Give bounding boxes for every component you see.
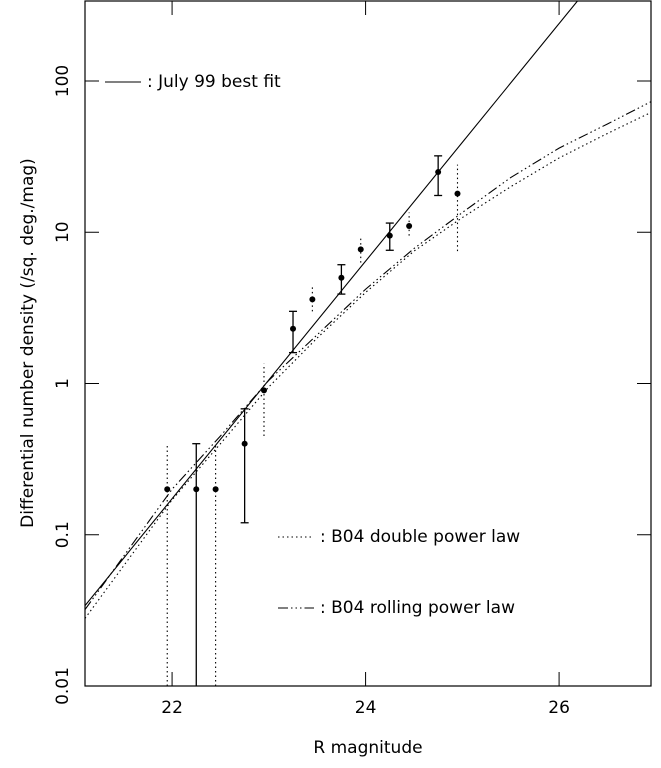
legend-label: : B04 double power law <box>320 527 520 547</box>
data-point <box>290 325 297 332</box>
x-tick-label: 22 <box>161 698 183 718</box>
data-point <box>454 190 461 197</box>
fit-line <box>85 101 651 610</box>
data-point <box>241 440 248 447</box>
data-point <box>309 296 316 303</box>
y-tick-label: 0.1 <box>53 521 73 548</box>
x-tick-label: 24 <box>355 698 377 718</box>
data-point <box>212 486 219 493</box>
data-point <box>435 169 442 176</box>
data-point <box>338 274 345 281</box>
data-point <box>357 246 364 253</box>
data-point <box>260 387 267 394</box>
x-tick-label: 26 <box>548 698 570 718</box>
legend-label: : B04 rolling power law <box>320 598 515 618</box>
y-axis-label: Differential number density (/sq. deg./m… <box>18 158 38 528</box>
y-tick-label: 100 <box>53 65 73 97</box>
x-axis-label: R magnitude <box>313 738 422 758</box>
fit-line <box>85 111 651 619</box>
data-point <box>406 222 413 229</box>
legend-label: : July 99 best fit <box>147 72 281 92</box>
plot-frame <box>84 0 652 687</box>
data-point <box>193 486 200 493</box>
y-tick-label: 1 <box>53 378 73 389</box>
y-tick-label: 10 <box>53 221 73 243</box>
y-tick-label: 0.01 <box>53 667 73 705</box>
data-point <box>164 486 171 493</box>
data-point <box>386 232 393 239</box>
